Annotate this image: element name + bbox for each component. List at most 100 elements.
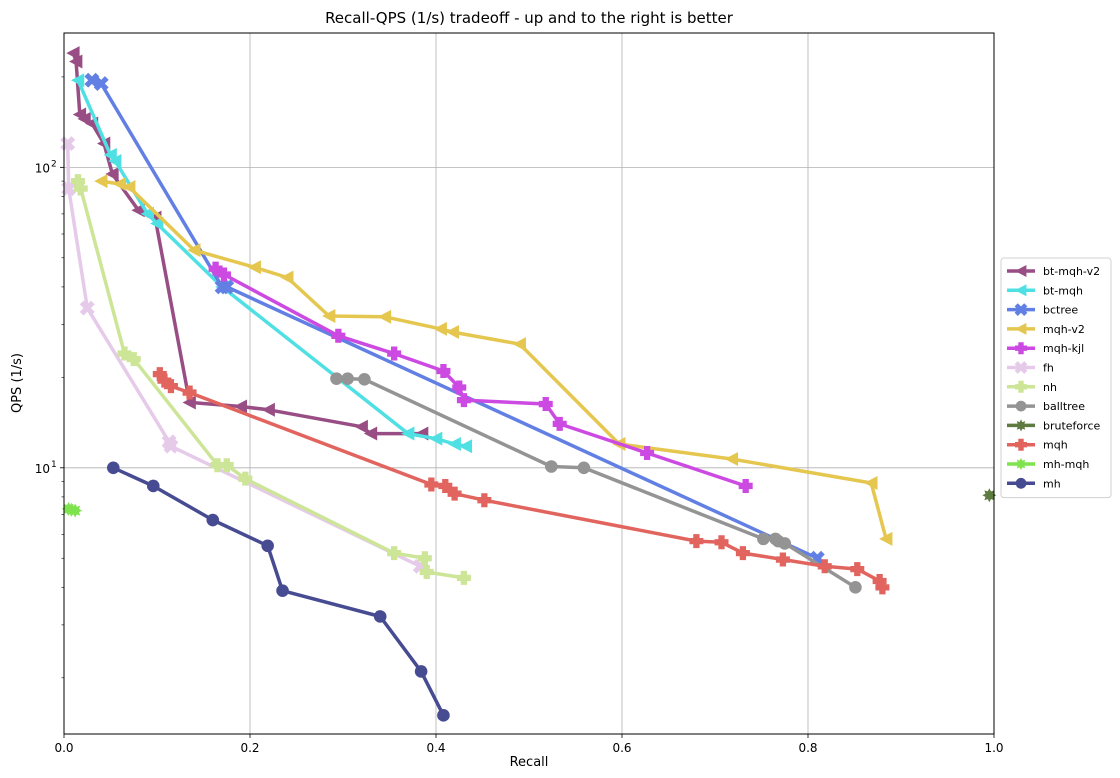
data-point-bt-mqh-v2 <box>105 167 119 182</box>
legend-item-bt-mqh-v2[interactable]: bt-mqh-v2 <box>1007 265 1100 278</box>
legend-item-bctree[interactable]: bctree <box>1007 303 1078 317</box>
data-point-bt-mqh-v2 <box>69 54 83 69</box>
legend-marker <box>1015 438 1027 451</box>
data-point-mh <box>261 539 274 553</box>
x-tick-label: 0.6 <box>612 741 631 755</box>
data-point-mqh <box>714 535 729 550</box>
x-tick-label: 1.0 <box>984 741 1003 755</box>
data-point-mqh-v2 <box>94 174 108 189</box>
legend-marker <box>1015 322 1027 335</box>
data-point-mqh-kjl <box>452 380 467 395</box>
legend-marker <box>1015 477 1027 489</box>
data-point-mqh-v2 <box>879 531 893 546</box>
data-point-mqh-v2 <box>187 243 201 258</box>
legend-label: mh-mqh <box>1043 458 1089 471</box>
data-point-bt-mqh <box>108 153 122 168</box>
data-point-mh <box>106 461 120 475</box>
legend-item-mqh-v2[interactable]: mqh-v2 <box>1007 322 1085 336</box>
data-point-mqh <box>477 493 492 508</box>
legend-item-mh-mqh[interactable]: mh-mqh <box>1007 458 1089 471</box>
data-point-nh <box>70 174 85 189</box>
data-point-bt-mqh <box>150 216 164 231</box>
data-point-mqh <box>875 580 890 595</box>
x-tick-label: 0.2 <box>240 741 259 755</box>
data-point-bt-mqh <box>447 437 461 452</box>
legend-marker <box>1014 361 1028 374</box>
data-point-mqh-kjl <box>216 267 231 282</box>
x-axis-label: Recall <box>510 755 549 770</box>
chart-title: Recall-QPS (1/s) tradeoff - up and to th… <box>325 9 734 27</box>
y-tick-label: 10 <box>35 462 50 476</box>
legend-marker <box>1015 380 1027 393</box>
data-point-mqh <box>438 478 453 493</box>
data-point-balltree <box>577 461 591 475</box>
data-point-mqh <box>447 486 462 501</box>
legend-marker <box>1015 284 1027 297</box>
series-mqh-kjl <box>208 261 753 493</box>
legend-item-bruteforce[interactable]: bruteforce <box>1007 419 1100 432</box>
data-point-mqh-v2 <box>122 180 136 195</box>
x-tick-label: 0.0 <box>54 741 73 755</box>
legend-item-balltree[interactable]: balltree <box>1007 400 1085 413</box>
data-point-balltree <box>330 372 343 385</box>
data-point-nh <box>117 346 132 361</box>
data-point-mh <box>206 513 220 527</box>
data-point-mqh <box>424 477 439 492</box>
data-point-mqh <box>817 559 832 574</box>
legend-marker <box>1015 400 1027 412</box>
data-point-mqh <box>735 546 750 561</box>
data-point-nh <box>387 546 402 561</box>
legend-item-mh[interactable]: mh <box>1007 477 1061 490</box>
legend-item-fh[interactable]: fh <box>1007 361 1054 375</box>
data-point-nh <box>210 458 225 473</box>
data-point-fh <box>79 300 95 316</box>
data-point-mqh-kjl <box>208 261 223 276</box>
data-point-balltree <box>358 373 371 386</box>
data-point-bt-mqh <box>401 426 415 441</box>
data-point-mqh-v2 <box>724 451 739 466</box>
data-point-balltree <box>757 532 770 546</box>
data-point-mqh <box>689 534 704 549</box>
data-point-bt-mqh-v2 <box>354 419 368 434</box>
data-point-fh <box>61 181 77 197</box>
legend-label: bctree <box>1043 304 1078 317</box>
legend-item-nh[interactable]: nh <box>1007 380 1057 394</box>
data-point-mqh-kjl <box>538 397 553 412</box>
data-point-mqh <box>152 367 167 382</box>
x-tick-label: 0.8 <box>798 741 817 755</box>
data-point-mqh <box>850 562 865 577</box>
data-point-bctree <box>93 76 109 92</box>
legend-marker <box>1015 265 1027 277</box>
data-point-nh <box>419 564 434 579</box>
legend[interactable]: bt-mqh-v2 bt-mqh bctree mqh-v2 mqh-kjl fh nh ba… <box>1000 257 1112 499</box>
data-point-balltree <box>778 537 792 550</box>
series-mh <box>106 461 450 722</box>
series-bctree <box>84 72 825 566</box>
data-point-mqh-v2 <box>864 475 878 490</box>
data-point-balltree <box>545 460 558 473</box>
data-point-mqh-v2 <box>445 325 460 340</box>
legend-marker <box>1015 458 1027 470</box>
data-point-mqh-v2 <box>247 260 261 275</box>
series-bruteforce <box>982 488 997 503</box>
x-axis: 0.0 0.2 0.4 0.6 0.8 1.0 <box>54 734 1004 755</box>
data-point-mqh-kjl <box>387 346 402 361</box>
legend-marker <box>1015 419 1027 432</box>
data-point-mqh-kjl <box>331 328 346 343</box>
data-point-bt-mqh <box>458 439 473 454</box>
data-point-bruteforce <box>982 488 997 503</box>
y-tick-exponent: 2 <box>51 159 57 169</box>
plot-frame <box>63 32 995 735</box>
legend-item-mqh-kjl[interactable]: mqh-kjl <box>1007 342 1084 355</box>
legend-item-bt-mqh[interactable]: bt-mqh <box>1007 284 1083 297</box>
data-point-mqh-v2 <box>377 309 392 324</box>
data-point-mqh <box>775 552 790 567</box>
data-point-mqh <box>157 373 172 388</box>
legend-label: nh <box>1043 381 1057 394</box>
legend-item-mqh[interactable]: mqh <box>1007 438 1068 452</box>
series-line-mh <box>111 466 446 718</box>
data-point-mqh-kjl <box>436 363 451 378</box>
legend-label: bt-mqh <box>1043 284 1083 297</box>
data-point-bctree <box>219 279 235 295</box>
